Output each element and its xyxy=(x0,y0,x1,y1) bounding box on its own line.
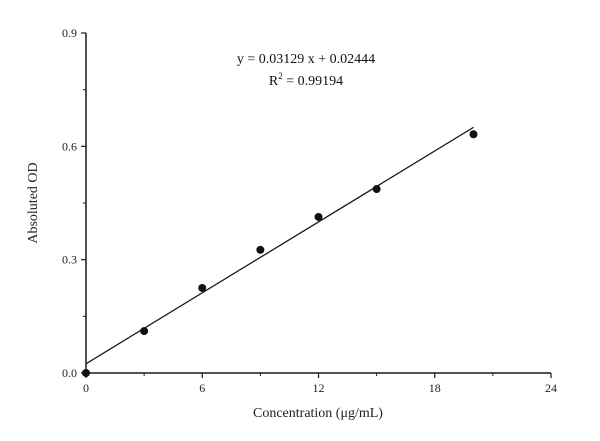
data-point xyxy=(82,369,90,377)
y-tick-label: 0.3 xyxy=(62,253,77,267)
regression-equation: y = 0.03129 x + 0.02444 xyxy=(237,52,375,67)
data-point xyxy=(469,130,478,139)
x-tick-label: 18 xyxy=(429,381,441,395)
data-point xyxy=(256,245,265,254)
x-tick-label: 24 xyxy=(545,381,557,395)
data-point xyxy=(140,327,149,336)
y-axis-label: Absoluted OD xyxy=(26,162,41,243)
data-point xyxy=(198,284,207,292)
r-squared-label: R2 = 0.99194 xyxy=(269,71,343,89)
x-tick-label: 12 xyxy=(313,381,325,395)
y-tick-label: 0.6 xyxy=(62,139,77,153)
data-point xyxy=(314,212,323,221)
y-tick-label: 0.9 xyxy=(62,26,77,40)
data-points xyxy=(82,130,478,377)
y-tick-label: 0.0 xyxy=(62,366,77,380)
regression-line xyxy=(85,126,474,365)
x-tick-label: 0 xyxy=(83,381,89,395)
linear-fit-line xyxy=(85,126,474,365)
data-point xyxy=(372,185,381,194)
x-axis-label: Concentration (μg/mL) xyxy=(253,406,383,421)
x-tick-label: 6 xyxy=(199,381,205,395)
axes: 0 6 12 18 24 0.0 0.3 0.6 0.9 xyxy=(62,26,557,395)
